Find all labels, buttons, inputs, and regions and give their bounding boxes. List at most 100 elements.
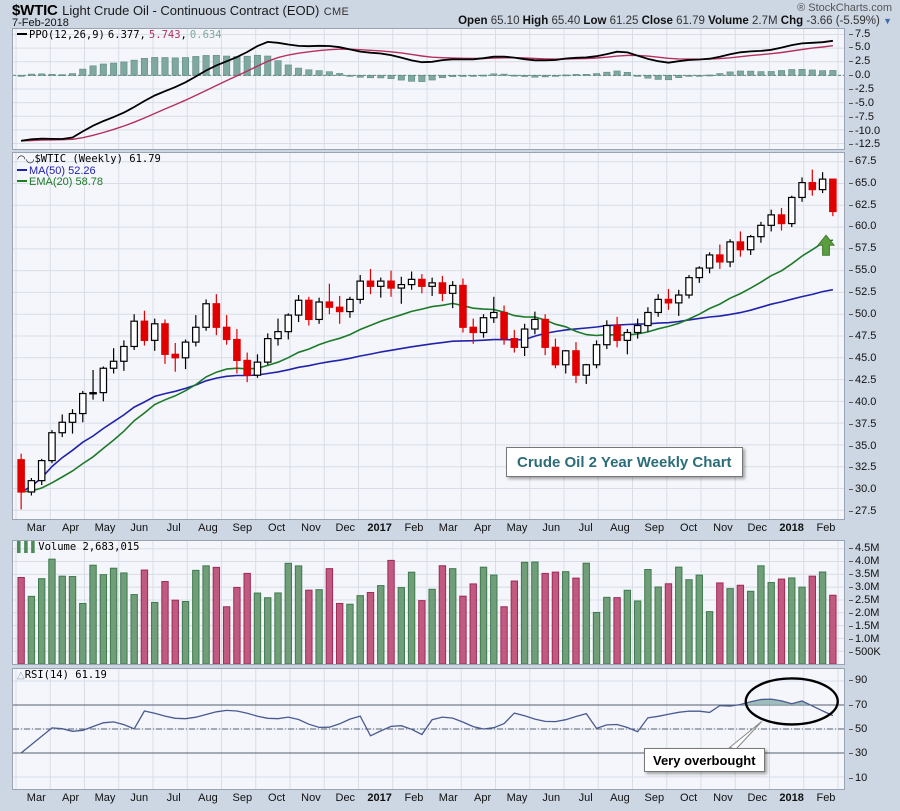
chg-label: Chg [780,15,804,27]
axis-tick-label: Sep [232,522,253,534]
axis-tick-label: Aug [198,522,218,534]
axis-tick-label: 47.5 [855,330,877,342]
rsi-legend-text: RSI(14) 61.19 [24,669,107,681]
axis-tick [849,160,853,162]
chg-value: -3.66 (-5.59%) [806,15,880,27]
axis-tick-label: May [506,522,528,534]
axis-tick-label: -10.0 [855,124,881,137]
axis-tick-label: Aug [198,792,218,804]
axis-tick [849,61,853,63]
axis-tick [849,33,853,35]
axis-tick-label: 2018 [779,792,804,804]
axis-tick [849,102,853,104]
axis-tick-label: Oct [680,792,698,804]
axis-tick [849,489,853,491]
axis-tick-label: Jul [166,522,181,534]
axis-tick-label: 500K [855,645,881,658]
quote-date: 7-Feb-2018 [12,17,69,29]
symbol-description: Light Crude Oil - Continuous Contract (E… [62,3,320,18]
axis-tick-label: Apr [62,522,80,534]
axis-tick-label: 35.0 [855,439,877,452]
high-value: 65.40 [551,15,581,27]
ppo-panel: PPO(12,26,9) 6.377, 5.743, 0.634 [12,28,845,150]
ppo-line-swatch [17,33,27,36]
rsi-legend: △RSI(14) 61.19 [17,669,107,682]
axis-tick-label: Nov [713,522,733,534]
axis-tick-label: Jul [578,792,593,804]
axis-tick-label: Sep [232,792,253,804]
axis-tick-label: Oct [268,792,286,804]
axis-tick [849,777,853,779]
axis-tick [849,130,853,132]
quote-bar: Open 65.10 High 65.40 Low 61.25 Close 61… [458,15,892,27]
candlestick-icon: ◠◡ [17,154,35,165]
axis-tick-label: 3.5M [855,567,880,580]
axis-tick-label: Aug [610,792,630,804]
axis-tick-label: Dec [335,522,356,534]
axis-tick-label: 7.5 [855,27,871,40]
open-label: Open [458,15,488,27]
axis-tick-label: 60.0 [855,220,877,233]
axis-tick-label: 27.5 [855,505,877,518]
axis-tick [849,270,853,272]
axis-tick [849,89,853,90]
axis-tick [849,357,853,359]
axis-tick-label: Mar [26,792,46,804]
axis-tick-label: Feb [816,522,836,534]
axis-tick [849,445,853,447]
axis-tick [849,423,853,425]
axis-tick-label: Jun [542,522,561,534]
axis-tick-label: 55.0 [855,264,877,277]
ppo-value-signal: 5.743 [148,29,181,41]
ppo-legend-name: PPO(12,26,9) [29,29,105,41]
axis-tick-label: -7.5 [855,110,874,123]
axis-tick-label: 2.5M [855,593,880,606]
axis-tick-label: 67.5 [855,154,877,167]
axis-tick [849,625,853,627]
volume-panel: ▌▌▌Volume 2,683,015 [12,540,845,665]
rsi-area-icon: △ [17,670,25,681]
axis-tick-label: Dec [747,792,768,804]
axis-tick-label: 2017 [367,792,392,804]
axis-tick [849,680,853,682]
low-value: 61.25 [609,15,639,27]
axis-tick-label: Nov [713,792,733,804]
axis-tick-label: 4.5M [855,541,880,554]
axis-tick-label: Jul [578,522,593,534]
axis-tick-label: Sep [644,792,665,804]
axis-tick-label: 52.5 [855,286,877,299]
axis-tick-label: 50.0 [855,308,877,321]
axis-tick-label: 42.5 [855,373,877,386]
axis-tick-label: 2.0M [855,606,880,619]
axis-tick-label: 2018 [779,522,804,534]
volume-value: 2.7M [752,15,778,27]
axis-tick-label: Oct [268,522,286,534]
axis-tick [849,47,853,49]
open-value: 65.10 [490,15,520,27]
axis-tick [849,651,853,653]
axis-tick-label: Mar [438,792,458,804]
axis-tick-label: 2017 [367,522,392,534]
chg-down-arrow-icon: ▼ [883,16,892,26]
axis-tick-label: 0.0 [855,69,871,82]
axis-tick-label: -12.5 [855,138,881,151]
axis-tick-label: Jun [130,792,149,804]
axis-tick-label: Oct [680,522,698,534]
axis-tick-label: 4.0M [855,554,880,567]
axis-tick-label: Apr [474,522,492,534]
axis-tick-label: -5.0 [855,96,874,109]
bottom-x-axis: Mar Apr May Jun Jul Aug Sep Oct Nov Dec 2017 Feb Mar… [12,791,845,809]
axis-tick-label: Dec [747,522,768,534]
axis-tick-label: Apr [62,792,80,804]
ema20-legend: EMA(20) 58.78 [29,176,103,188]
axis-tick [849,638,853,640]
axis-tick [849,511,853,513]
axis-tick [849,336,853,337]
axis-tick-label: Jun [130,522,149,534]
axis-tick-label: Jul [166,792,181,804]
axis-tick-label: Nov [301,522,321,534]
axis-tick-label: 50 [855,723,868,735]
symbol-ticker: $WTIC [12,2,58,19]
axis-tick [849,599,853,601]
axis-tick [849,467,853,469]
